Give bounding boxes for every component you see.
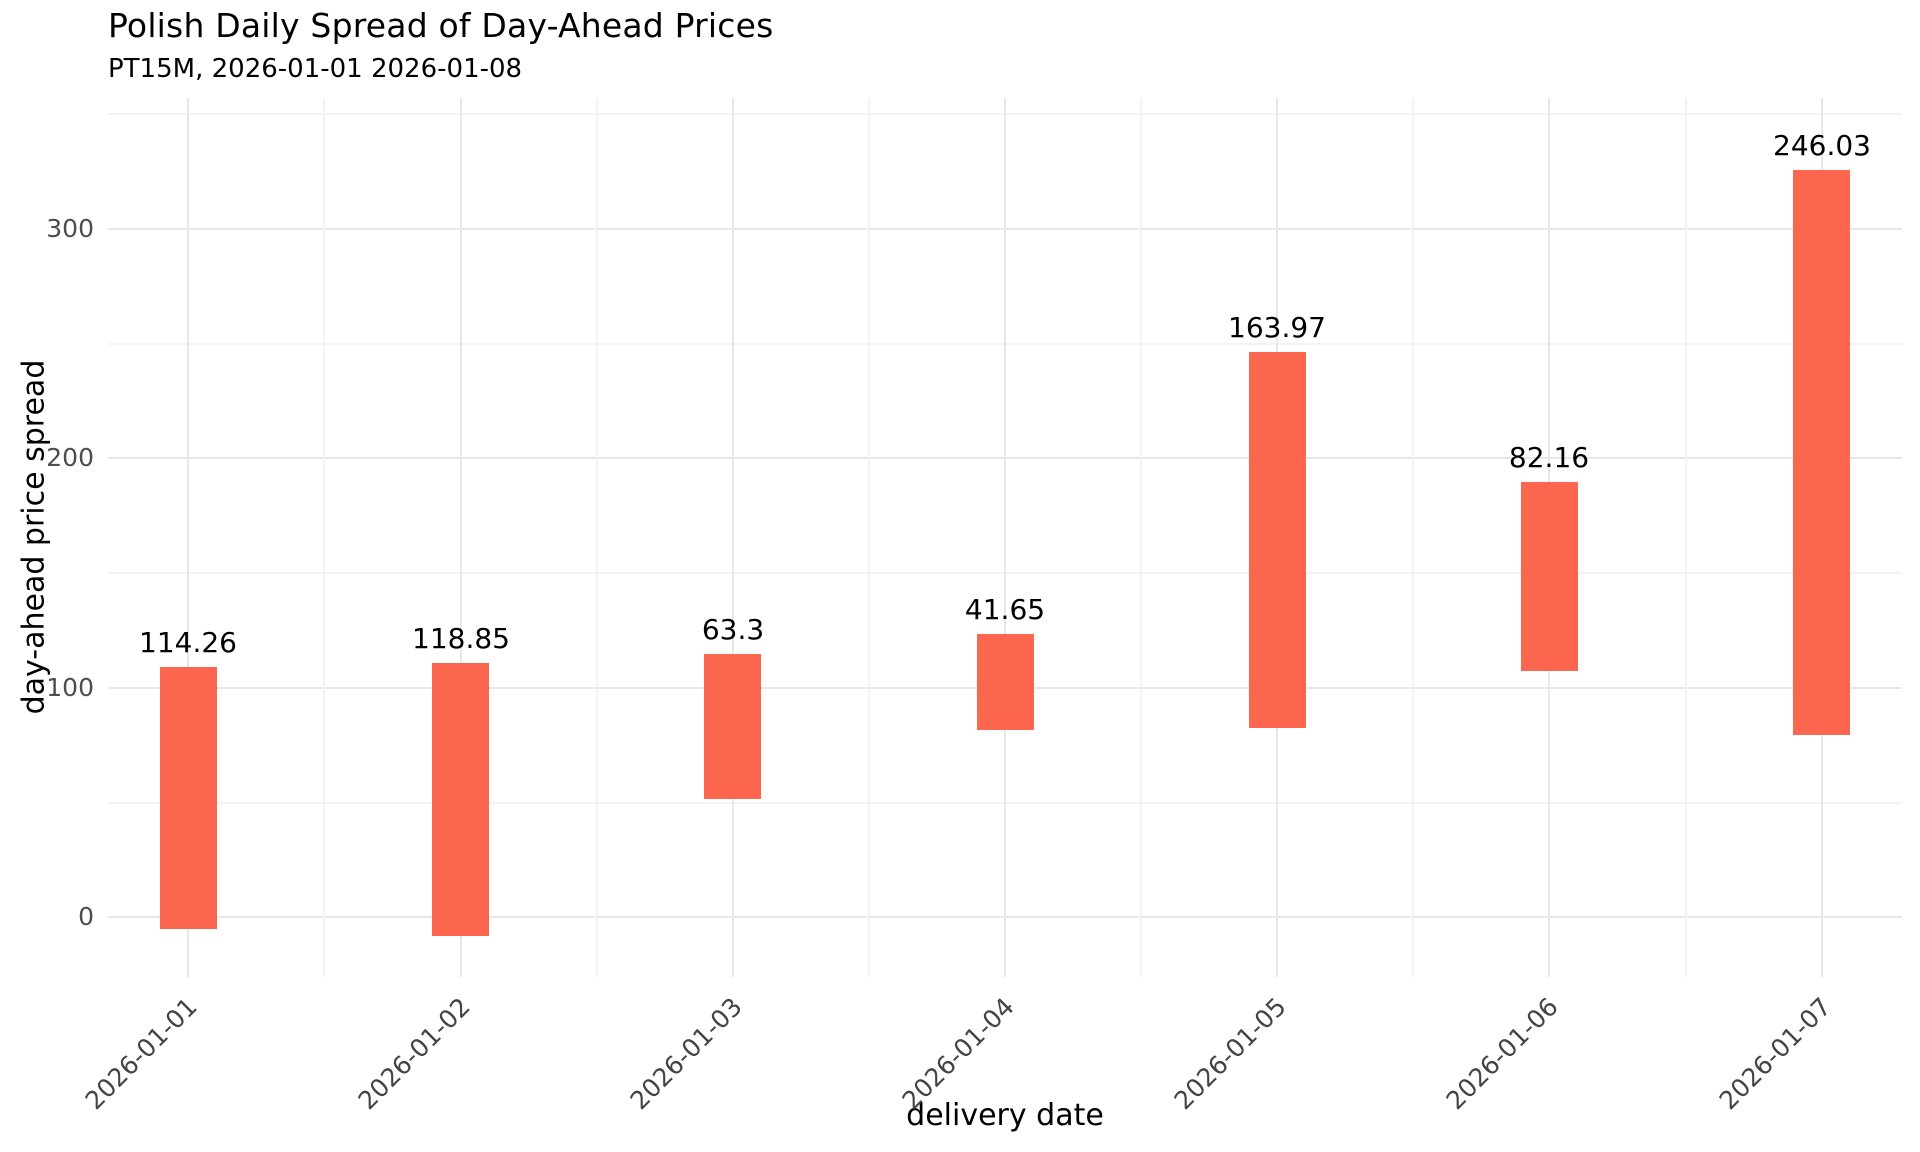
bar xyxy=(977,634,1034,730)
gridline-v-minor xyxy=(1412,98,1415,977)
bar xyxy=(432,663,489,936)
y-tick-label: 0 xyxy=(78,902,94,932)
bar xyxy=(704,654,761,799)
x-tick-label: 2026-01-02 xyxy=(352,992,476,1116)
gridline-v-major xyxy=(731,98,734,977)
y-axis-title: day-ahead price spread xyxy=(16,359,52,715)
bar xyxy=(160,667,217,929)
bar xyxy=(1793,170,1850,735)
x-tick-label: 2026-01-06 xyxy=(1440,992,1564,1116)
bar-value-label: 82.16 xyxy=(1508,441,1590,474)
gridline-v-major xyxy=(187,98,190,977)
gridline-v-major xyxy=(1004,98,1006,977)
y-tick-label: 300 xyxy=(46,213,94,243)
gridline-v-minor xyxy=(323,98,326,977)
bar-value-label: 163.97 xyxy=(1228,311,1326,344)
gridline-v-minor xyxy=(595,98,598,977)
bar-value-label: 114.26 xyxy=(139,626,237,659)
bar-value-label: 41.65 xyxy=(964,593,1046,626)
gridline-v-minor xyxy=(867,98,870,977)
y-tick-label: 100 xyxy=(46,672,94,702)
gridline-v-minor xyxy=(1140,98,1143,977)
x-tick-label: 2026-01-07 xyxy=(1713,992,1837,1116)
bar-value-label: 63.3 xyxy=(701,613,765,646)
bar xyxy=(1521,482,1578,671)
chart-subtitle: PT15M, 2026-01-01 2026-01-08 xyxy=(108,54,523,84)
x-tick-label: 2026-01-01 xyxy=(79,992,203,1116)
x-axis-title: delivery date xyxy=(906,1098,1104,1133)
gridline-v-major xyxy=(459,98,462,977)
bar-value-label: 246.03 xyxy=(1773,129,1871,162)
x-tick-label: 2026-01-05 xyxy=(1168,992,1292,1116)
x-tick-label: 2026-01-04 xyxy=(896,992,1020,1116)
chart-title: Polish Daily Spread of Day-Ahead Prices xyxy=(108,6,774,45)
x-tick-label: 2026-01-03 xyxy=(624,992,748,1116)
bar-value-label: 118.85 xyxy=(412,622,510,655)
gridline-v-minor xyxy=(1684,98,1687,977)
bar xyxy=(1249,352,1306,728)
y-tick-label: 200 xyxy=(46,443,94,473)
